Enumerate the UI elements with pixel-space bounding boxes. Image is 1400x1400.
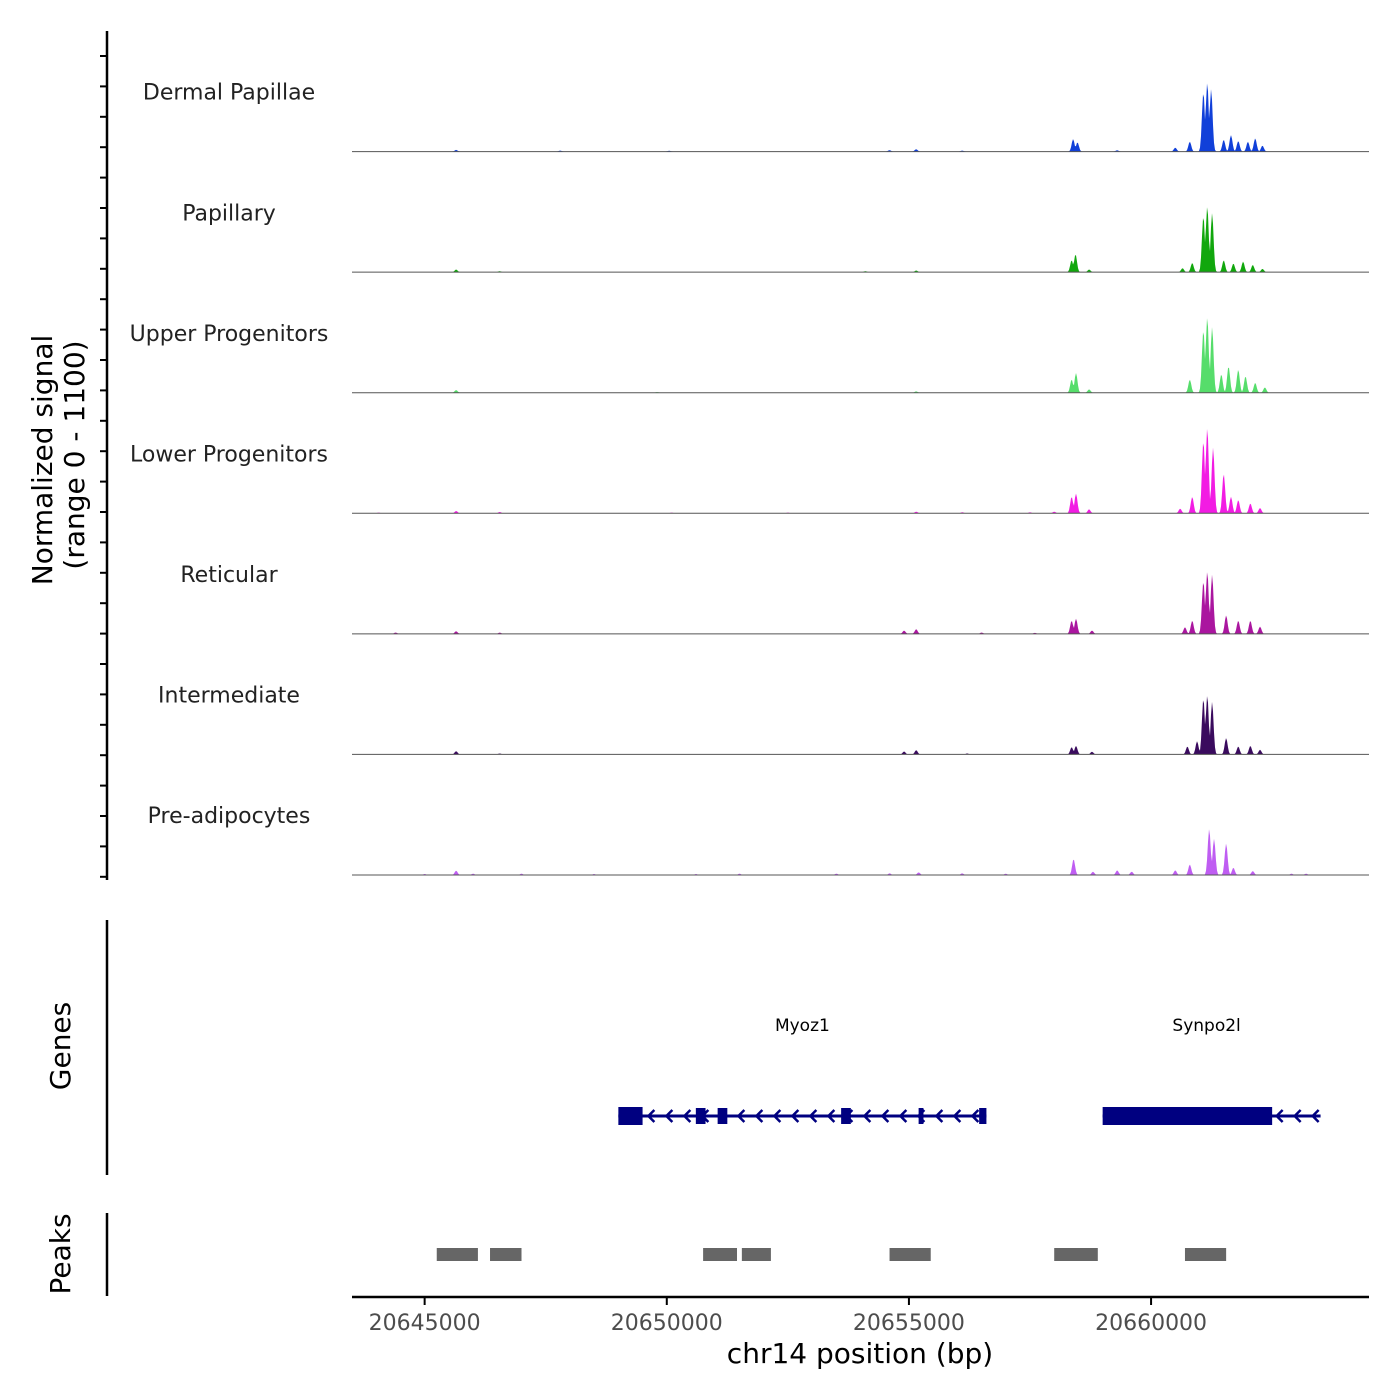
signal-tracks: Dermal Papillae Papillary Upper Progenitor…	[130, 81, 1369, 876]
track-reticular: Reticular	[180, 563, 1369, 635]
track-papillary: Papillary	[182, 201, 1369, 273]
strand-arrow	[808, 1109, 818, 1123]
gene-exon	[979, 1108, 987, 1124]
coverage-area	[352, 829, 1369, 875]
coverage-area	[352, 696, 1369, 755]
track-upper-progenitors: Upper Progenitors	[130, 318, 1369, 394]
x-tick-label: 20655000	[853, 1311, 965, 1336]
strand-arrow	[790, 1109, 800, 1123]
peak-region	[436, 1248, 478, 1261]
strand-arrow	[880, 1109, 890, 1123]
peak-region	[889, 1248, 931, 1261]
gene-annotation-track: Myoz1 Synpo2l	[618, 1016, 1321, 1125]
peak-region	[1184, 1248, 1227, 1261]
strand-arrow	[682, 1109, 692, 1123]
coverage-area	[352, 207, 1369, 273]
gene-exon	[695, 1108, 706, 1124]
strand-arrow	[970, 1109, 980, 1123]
strand-arrow	[1310, 1109, 1320, 1123]
gene-exon	[618, 1107, 643, 1125]
gene-name-label: Synpo2l	[1172, 1016, 1240, 1036]
x-tick-label: 20660000	[1095, 1311, 1207, 1336]
gene-name-label: Myoz1	[775, 1016, 830, 1036]
x-tick-label: 20650000	[611, 1311, 723, 1336]
strand-arrow	[1274, 1109, 1284, 1123]
gene-exon	[1102, 1107, 1273, 1125]
peak-region-track	[436, 1248, 1227, 1261]
track-dermal-papillae: Dermal Papillae	[143, 81, 1369, 153]
signal-y-ticks	[100, 55, 107, 878]
track-label: Intermediate	[158, 684, 300, 709]
strand-arrow	[898, 1109, 908, 1123]
y-axis-title-line1: Normalized signal	[26, 335, 59, 586]
track-intermediate: Intermediate	[158, 684, 1369, 755]
strand-arrow	[772, 1109, 782, 1123]
x-axis-ticks: 20645000 20650000 20655000 20660000	[369, 1297, 1207, 1336]
track-label: Dermal Papillae	[143, 81, 315, 106]
gene-synpo2l: Synpo2l	[1102, 1016, 1321, 1125]
strand-arrow	[826, 1109, 836, 1123]
strand-arrow	[664, 1109, 674, 1123]
gene-exon	[841, 1108, 851, 1124]
peak-region	[490, 1248, 522, 1261]
peak-region	[703, 1248, 738, 1261]
strand-arrow	[1292, 1109, 1302, 1123]
gene-exon	[717, 1108, 728, 1124]
strand-arrow	[754, 1109, 764, 1123]
track-label: Papillary	[182, 201, 276, 226]
track-label: Lower Progenitors	[130, 442, 328, 467]
strand-arrow	[736, 1109, 746, 1123]
genes-axis-title: Genes	[44, 1002, 77, 1090]
strand-arrow	[934, 1109, 944, 1123]
coverage-area	[352, 318, 1369, 393]
strand-arrow	[862, 1109, 872, 1123]
x-tick-label: 20645000	[369, 1311, 481, 1336]
coverage-area	[352, 429, 1369, 514]
gene-myoz1: Myoz1	[618, 1016, 987, 1125]
peaks-axis-title: Peaks	[44, 1213, 77, 1294]
peak-region	[741, 1248, 771, 1261]
strand-arrow	[952, 1109, 962, 1123]
strand-arrow	[646, 1109, 656, 1123]
peak-region	[1054, 1248, 1098, 1261]
gene-exon	[918, 1108, 924, 1124]
track-label: Reticular	[180, 563, 278, 588]
x-axis-title: chr14 position (bp)	[727, 1337, 993, 1370]
y-axis-title-line2: (range 0 - 1100)	[58, 340, 91, 569]
track-label: Upper Progenitors	[130, 322, 329, 347]
coverage-area	[352, 572, 1369, 634]
track-lower-progenitors: Lower Progenitors	[130, 429, 1369, 514]
coverage-area	[352, 83, 1369, 152]
track-label: Pre-adipocytes	[148, 804, 311, 829]
track-pre-adipocytes: Pre-adipocytes	[148, 804, 1369, 876]
